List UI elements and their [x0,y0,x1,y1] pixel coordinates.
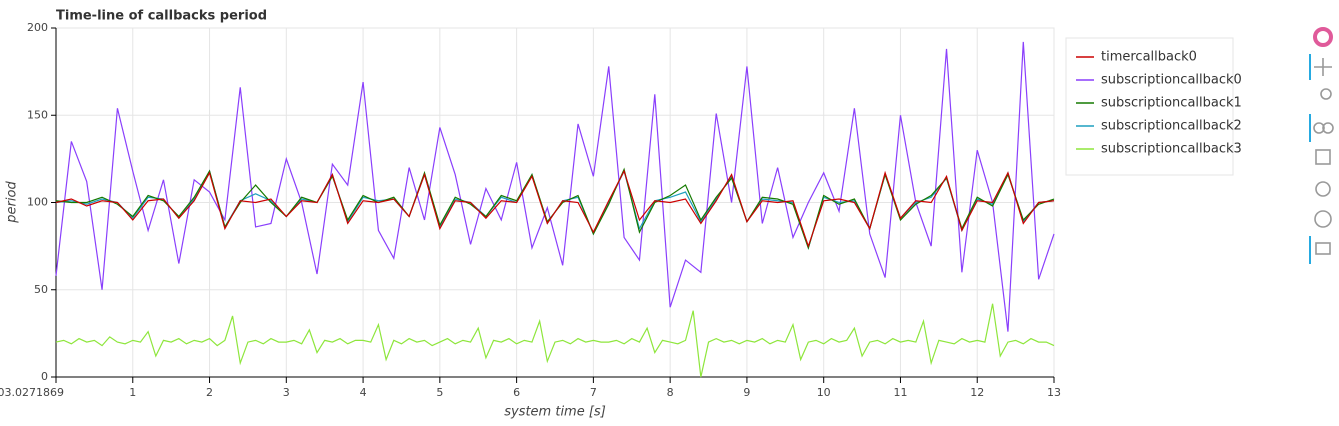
x-tick-label: 9 [743,386,750,399]
series-line [55,169,1055,249]
x-tick-label: 6 [513,386,520,399]
save-tool[interactable] [1315,149,1331,165]
pan-tool[interactable] [1314,58,1332,76]
x-tick-label: 2 [206,386,213,399]
x-tick-label: 8 [667,386,674,399]
series-line [55,303,1055,378]
legend-label: subscriptioncallback1 [1101,96,1242,111]
help-tool[interactable] [1314,210,1332,228]
x-tick-label: 10 [817,386,831,399]
y-tick-label: 0 [41,370,48,383]
y-axis-label: period [5,181,20,224]
chart-title: Time-line of callbacks period [56,9,267,24]
x-axis-label: system time [s] [504,405,606,420]
x-tick-label: 3 [283,386,290,399]
legend-label: subscriptioncallback2 [1101,119,1242,134]
legend-box [1065,37,1234,176]
y-tick-label: 50 [34,283,48,296]
hover-tool[interactable] [1315,242,1331,255]
zoom-tool[interactable] [1320,88,1332,100]
y-tick-label: 150 [27,108,48,121]
x-tick-label: 7 [590,386,597,399]
legend-label: subscriptioncallback0 [1101,73,1242,88]
y-tick-label: 200 [27,21,48,34]
x-tick-label: 5 [436,386,443,399]
plot-area: 0501001502000+1672121003.027186912345678… [0,21,1061,399]
y-tick-label: 100 [27,196,48,209]
x-tick-label: 0+1672121003.0271869 [0,386,64,399]
x-tick-label: 4 [360,386,367,399]
legend-label: subscriptioncallback3 [1101,142,1242,157]
wheel-zoom-tool[interactable] [1313,122,1325,134]
toolbar [1309,27,1334,264]
legend-label: timercallback0 [1101,50,1197,65]
wheel-zoom-tool-b [1322,122,1334,134]
x-tick-label: 1 [129,386,136,399]
x-tick-label: 11 [893,386,907,399]
x-tick-label: 12 [970,386,984,399]
reset-tool[interactable] [1315,181,1331,197]
series-line [55,41,1055,332]
x-tick-label: 13 [1047,386,1061,399]
bokeh-logo[interactable] [1313,27,1333,47]
